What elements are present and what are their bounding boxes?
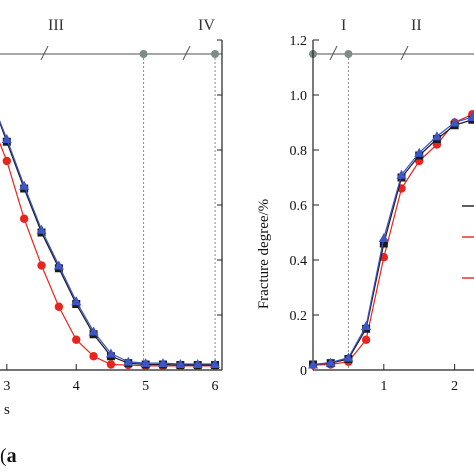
right-stage-slash-1 [400,45,409,61]
right-series-2-point-4 [378,233,389,242]
panel-label: (a [0,445,17,467]
left-stage-label-1: IV [198,17,215,34]
right-x-tick-label-1: 2 [451,379,458,394]
left-series-2-point-8 [123,356,134,366]
right-y-tick-label-1: 0.2 [290,309,308,324]
right-series-2-point-3 [361,321,372,330]
left-series-1-point-3 [37,261,46,270]
panel-label-letter: a [7,445,17,467]
right-stage-label-0: I [341,17,346,34]
left-series-2-point-10 [158,358,168,368]
right-series-0-line [312,119,473,366]
left-x-tick-label-1: 4 [73,379,80,394]
right-y-axis-title: Fracture degree/% [256,199,272,309]
left-series-2-point-11 [175,358,186,368]
left-stage-dot-1 [211,50,220,58]
right-stage-slash-0 [329,45,338,61]
right-y-tick-label-3: 0.6 [290,199,308,214]
left-series-2-point-4 [53,260,64,270]
left-series-1-point-7 [106,360,116,369]
right-series-2-point-8 [449,117,460,127]
left-series-2-point-2 [19,180,30,190]
left-series-1-point-4 [54,302,64,311]
left-series-2-point-13 [210,358,221,368]
right-series-2-line [312,116,473,366]
right-series-2-point-7 [431,131,442,141]
left-x-tick-label-2: 5 [142,379,149,394]
left-panel: III IV 3 4 5 6 s [0,17,223,418]
left-series-2-line [0,120,216,365]
right-series-2-point-0 [308,359,318,369]
right-series-1-point-3 [361,335,371,344]
right-series-2-point-9 [467,112,474,121]
right-series-2-point-5 [396,169,407,179]
left-series-0-line [0,121,216,366]
right-series-1-line [312,113,473,366]
right-x-tick-label-0: 1 [380,379,387,394]
right-series-0-point-4 [379,239,388,248]
left-series-2-point-5 [71,296,82,306]
left-x-tick-label-3: 6 [212,379,219,394]
left-series-2-point-3 [36,224,47,234]
left-series-2-point-9 [140,358,151,368]
left-stage-slash-1 [182,45,191,61]
panel-label-open: ( [0,445,7,467]
left-series-1-point-2 [19,214,29,223]
right-y-tick-label-2: 0.4 [290,254,308,269]
right-y-tick-label-5: 1.0 [290,89,308,104]
left-x-tick-label-0: 3 [3,379,10,394]
left-series-2-point-12 [192,358,203,368]
left-series-2-point-7 [105,348,116,358]
left-series-1-point-1 [2,156,12,166]
right-stage-dot-0 [344,50,353,58]
right-y-tick-label-6: 1.2 [290,34,308,49]
left-series-2-point-6 [88,326,99,336]
right-y-tick-label-4: 0.8 [290,144,308,159]
right-y-tick-label-0: 0 [300,364,307,379]
left-stage-slash-0 [40,45,49,61]
left-series-1-point-5 [72,335,81,344]
left-x-axis-title: s [4,402,10,418]
left-series-2-point-1 [1,134,12,143]
right-series-2-point-6 [414,147,425,157]
legend-stubs [462,205,474,279]
right-stage-label-1: II [411,17,422,34]
left-series-1-line [0,142,216,367]
left-stage-dot-0 [139,50,148,58]
right-series-2-point-2 [343,352,354,362]
right-series-2-point-1 [325,357,336,367]
left-stage-label-0: III [48,17,64,34]
left-series-1-point-6 [89,352,98,361]
